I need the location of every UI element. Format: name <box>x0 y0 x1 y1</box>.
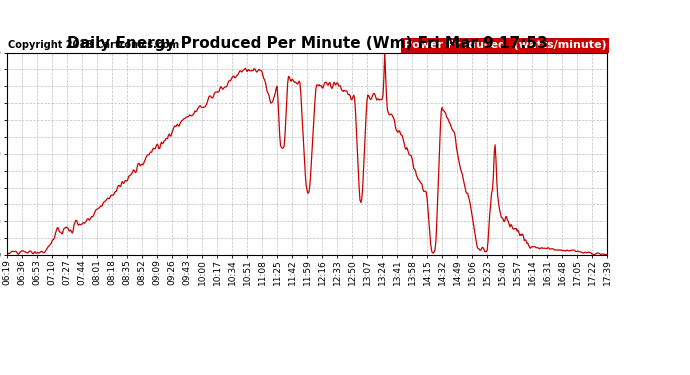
Text: Copyright 2018 Cartronics.com: Copyright 2018 Cartronics.com <box>8 40 179 51</box>
Text: Power Produced  (watts/minute): Power Produced (watts/minute) <box>404 40 607 51</box>
Title: Daily Energy Produced Per Minute (Wm) Fri Mar 9 17:53: Daily Energy Produced Per Minute (Wm) Fr… <box>67 36 547 51</box>
